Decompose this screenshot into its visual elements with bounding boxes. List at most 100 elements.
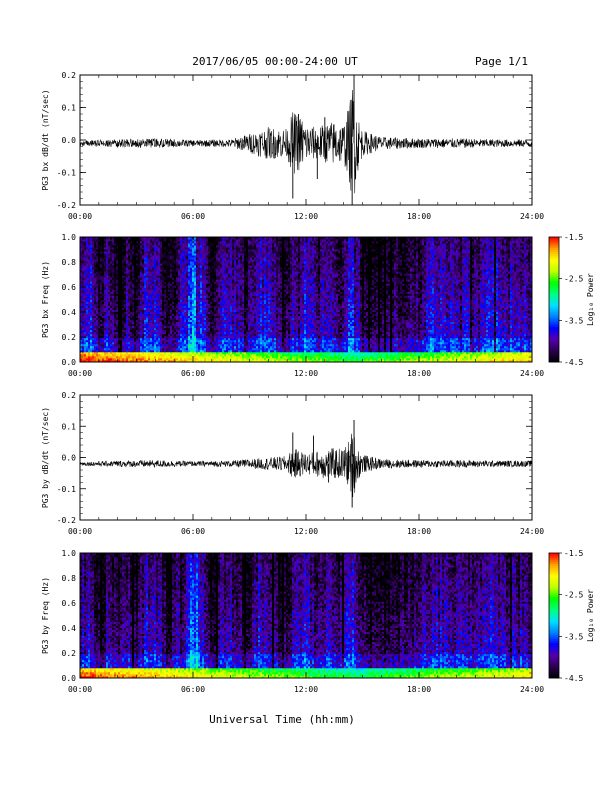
spectrogram-cell (100, 328, 102, 330)
spectrogram-cell (102, 342, 104, 344)
spectrogram-cell (134, 249, 136, 251)
spectrogram-cell (84, 302, 86, 304)
spectrogram-cell (132, 291, 134, 293)
spectrogram-cell (100, 336, 102, 338)
spectrogram-cell (144, 332, 146, 334)
spectrogram-cell (138, 332, 140, 334)
spectrogram-cell (132, 328, 134, 330)
spectrogram-cell (118, 342, 120, 344)
spectrogram-cell (124, 336, 126, 338)
spectrogram-cell (144, 316, 146, 318)
spectrogram-cell (100, 310, 102, 312)
spectrogram-cell (128, 247, 130, 249)
spectrogram-cell (140, 265, 142, 267)
spectrogram-cell (122, 336, 124, 338)
spectrogram-cell (128, 289, 130, 291)
spectrogram-cell (106, 302, 108, 304)
spectrogram-cell (120, 289, 122, 291)
spectrogram-cell (126, 273, 128, 275)
y-axis-title: PG3 bx dB/dt (nT/sec) (41, 89, 50, 190)
spectrogram-cell (134, 247, 136, 249)
spectrogram-cell (90, 310, 92, 312)
spectrogram-cell (102, 358, 104, 360)
spectrogram-cell (118, 249, 120, 251)
spectrogram-cell (86, 239, 88, 241)
spectrogram-cell (144, 342, 146, 344)
spectrogram-cell (100, 249, 102, 251)
spectrogram-cell (120, 269, 122, 271)
spectrogram-cell (104, 263, 106, 265)
spectrogram-cell (120, 328, 122, 330)
spectrogram-cell (100, 300, 102, 302)
spectrogram-cell (114, 265, 116, 267)
spectrogram-cell (128, 295, 130, 297)
x-tick-label: 00:00 (68, 212, 92, 221)
spectrogram-cell (124, 346, 126, 348)
spectrogram-cell (82, 243, 84, 245)
spectrogram-cell (92, 255, 94, 257)
spectrogram-cell (106, 279, 108, 281)
spectrogram-cell (92, 239, 94, 241)
spectrogram-cell (114, 310, 116, 312)
spectrogram-cell (142, 346, 144, 348)
spectrogram-cell (140, 259, 142, 261)
spectrogram-cell (122, 306, 124, 308)
spectrogram-cell (108, 247, 110, 249)
spectrogram-cell (130, 249, 132, 251)
spectrogram-cell (86, 275, 88, 277)
x-tick-label: 24:00 (520, 212, 544, 221)
spectrogram-cell (102, 318, 104, 320)
spectrogram-cell (98, 279, 100, 281)
spectrogram-cell (130, 318, 132, 320)
spectrogram-cell (124, 239, 126, 241)
spectrogram-cell (118, 354, 120, 356)
spectrogram-cell (142, 326, 144, 328)
spectrogram-cell (98, 289, 100, 291)
spectrogram-cell (134, 318, 136, 320)
spectrogram-cell (104, 289, 106, 291)
spectrogram-cell (86, 332, 88, 334)
spectrogram-cell (132, 352, 134, 354)
spectrogram-cell (132, 243, 134, 245)
spectrogram-cell (128, 328, 130, 330)
spectrogram-cell (124, 338, 126, 340)
spectrogram-cell (122, 332, 124, 334)
spectrogram-cell (134, 253, 136, 255)
spectrogram-cell (124, 302, 126, 304)
spectrogram-cell (104, 253, 106, 255)
spectrogram-cell (116, 300, 118, 302)
spectrogram-cell (118, 247, 120, 249)
spectrogram-cell (106, 283, 108, 285)
spectrogram-cell (112, 312, 114, 314)
spectrogram-cell (92, 318, 94, 320)
spectrogram-cell (120, 306, 122, 308)
spectrogram-cell (136, 291, 138, 293)
spectrogram-cell (94, 289, 96, 291)
spectrogram-cell (122, 259, 124, 261)
spectrogram-cell (84, 316, 86, 318)
spectrogram-cell (130, 358, 132, 360)
spectrogram-cell (112, 322, 114, 324)
spectrogram-cell (122, 328, 124, 330)
spectrogram-cell (104, 269, 106, 271)
spectrogram-cell (108, 348, 110, 350)
spectrogram-cell (112, 336, 114, 338)
spectrogram-cell (134, 285, 136, 287)
spectrogram-cell (126, 316, 128, 318)
spectrogram-cell (88, 312, 90, 314)
spectrogram-cell (110, 322, 112, 324)
spectrogram-cell (82, 348, 84, 350)
spectrogram-cell (100, 342, 102, 344)
spectrogram-cell (120, 342, 122, 344)
spectrogram-cell (90, 285, 92, 287)
spectrogram-cell (102, 348, 104, 350)
spectrogram-cell (88, 352, 90, 354)
spectrogram-cell (114, 354, 116, 356)
spectrogram-cell (102, 289, 104, 291)
spectrogram-cell (122, 354, 124, 356)
spectrogram-cell (106, 239, 108, 241)
spectrogram-cell (130, 328, 132, 330)
spectrogram-cell (142, 306, 144, 308)
spectrogram-cell (96, 300, 98, 302)
spectrogram-cell (144, 348, 146, 350)
